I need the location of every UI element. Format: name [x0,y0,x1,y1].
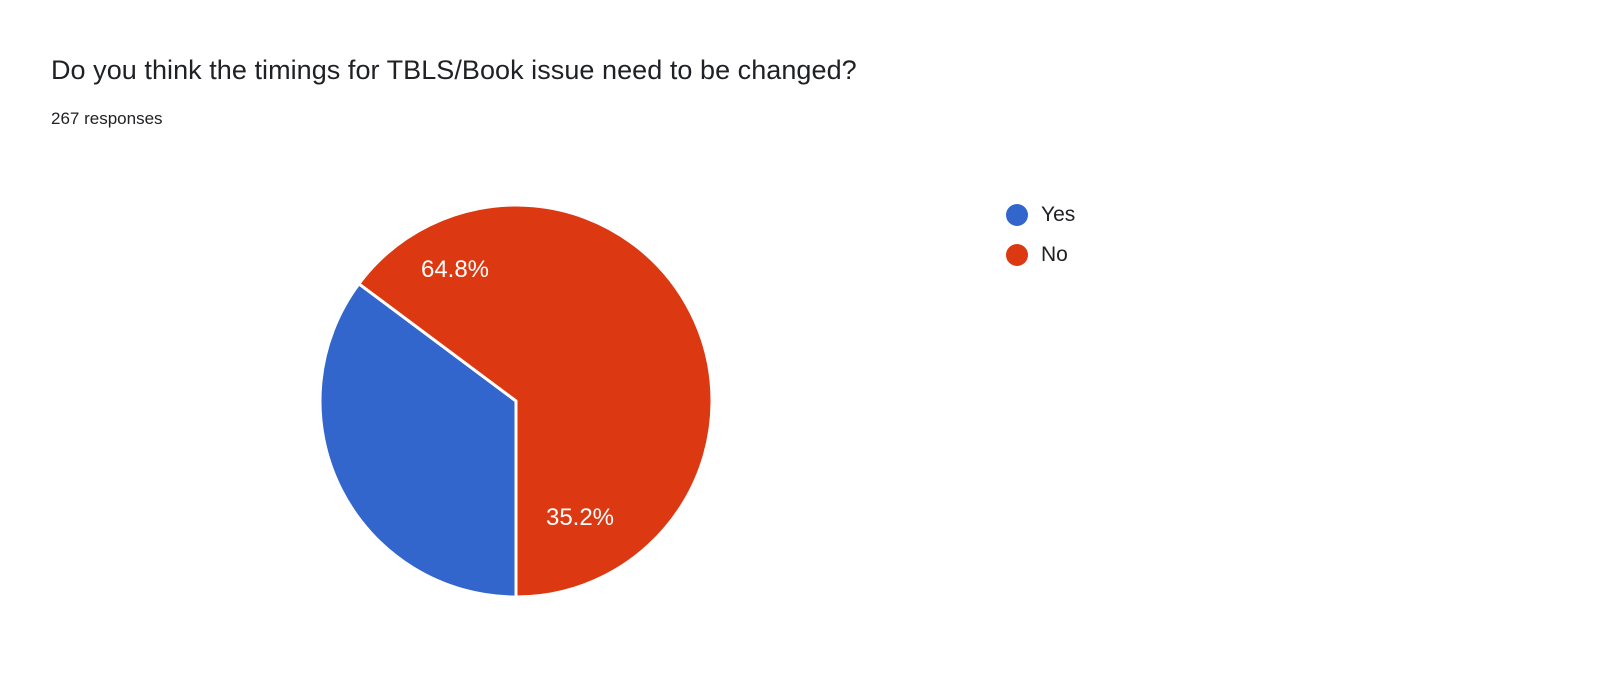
legend-item-no[interactable]: No [1006,244,1075,266]
legend-item-yes[interactable]: Yes [1006,204,1075,226]
pie-chart-graphic [318,203,714,599]
response-count-label: 267 responses [51,109,163,128]
circle-icon [1006,204,1028,226]
pie-slice-no[interactable] [357,203,714,599]
circle-icon [1006,244,1028,266]
pie-chart-area: 64.8% 35.2% Yes No [0,150,1600,673]
legend-label-yes: Yes [1041,203,1076,226]
legend-label-no: No [1041,243,1068,266]
chart-legend: Yes No [1006,204,1075,266]
page-title: Do you think the timings for TBLS/Book i… [51,55,857,85]
pie-slice-yes[interactable] [318,282,518,599]
